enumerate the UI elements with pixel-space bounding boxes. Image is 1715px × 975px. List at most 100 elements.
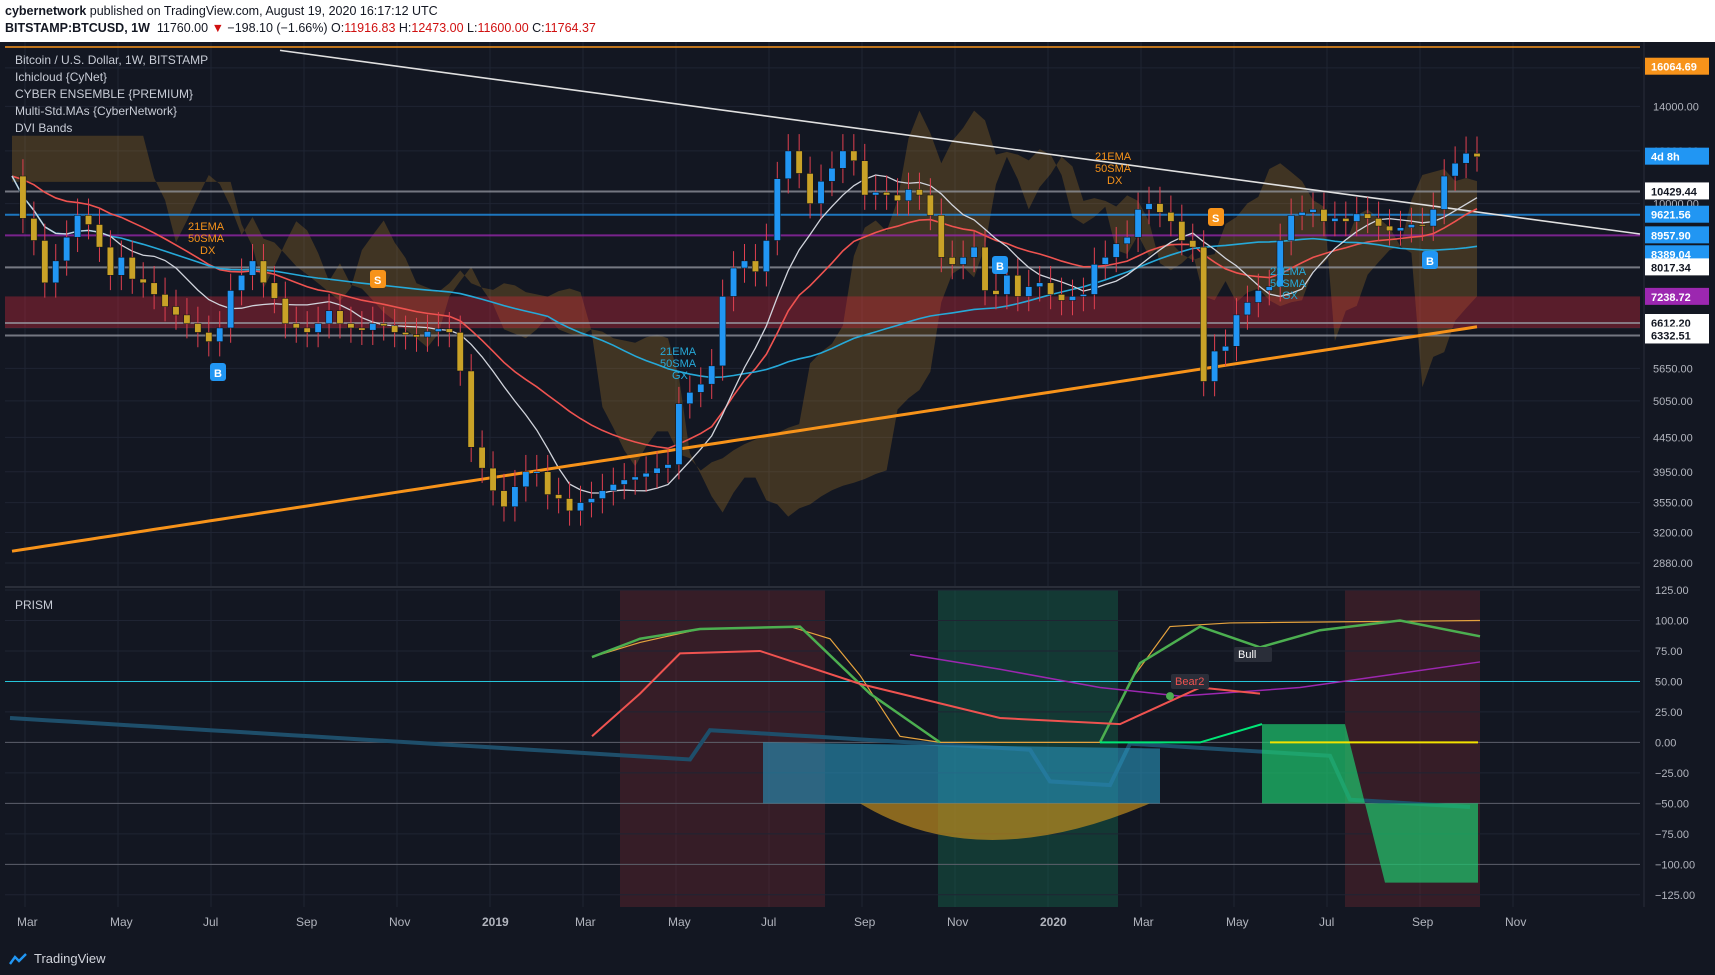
prism-baseline-line <box>9 716 1471 810</box>
candle-body <box>150 282 158 295</box>
price-chart[interactable]: 21EMA50SMADX21EMA50SMAGX21EMA50SMADX21EM… <box>0 42 1715 942</box>
candle-body <box>970 246 978 258</box>
candle-body <box>1178 221 1186 241</box>
ma-cross-label: 50SMA <box>1095 163 1132 175</box>
prism-axis-tick: −50.00 <box>1655 798 1689 810</box>
candle-body <box>1429 209 1437 227</box>
legend-indicator[interactable]: Ichicloud {CyNet} <box>15 70 108 84</box>
candle-body <box>806 173 814 204</box>
legend-indicator[interactable]: Multi-Std.MAs {CyberNetwork} <box>15 104 178 118</box>
prism-axis-tick: −125.00 <box>1655 890 1695 902</box>
price-label-text: 16064.69 <box>1651 62 1697 74</box>
candle-body <box>423 331 431 338</box>
brand-name[interactable]: TradingView <box>34 951 106 966</box>
sma10-line <box>11 174 1478 494</box>
ma-cross-label: DX <box>1107 175 1123 187</box>
time-axis-tick: Jul <box>761 915 776 929</box>
price-label-box <box>1645 226 1709 244</box>
candle-body <box>609 484 617 491</box>
price-label-box <box>1645 57 1709 75</box>
candle-body <box>883 191 891 196</box>
ma200-line <box>11 325 1478 553</box>
ma-cross-label: 50SMA <box>660 358 697 370</box>
candle-body <box>467 370 475 448</box>
candle-body <box>41 240 49 284</box>
candle-body <box>347 323 355 329</box>
candle-body <box>1222 346 1229 352</box>
candle-body <box>1397 227 1404 232</box>
candle-body <box>773 178 781 241</box>
price-label-text: 7238.72 <box>1651 292 1691 304</box>
price-label-box <box>1645 245 1709 263</box>
candle-body <box>587 498 595 503</box>
signal-badge <box>1422 251 1438 269</box>
price-axis-tick: 3200.00 <box>1653 528 1693 540</box>
legend-title[interactable]: Bitcoin / U.S. Dollar, 1W, BITSTAMP <box>15 53 209 67</box>
candle-body <box>522 471 530 488</box>
price-label-text: 8017.34 <box>1651 262 1692 274</box>
candle-body <box>795 150 803 174</box>
candle-body <box>1473 153 1481 158</box>
low-label: L: <box>467 21 478 35</box>
candle-body <box>413 334 420 338</box>
signal-badge <box>1208 208 1224 226</box>
candle-body <box>675 403 683 465</box>
ichimoku-cloud <box>12 110 1477 517</box>
candle-body <box>555 494 563 499</box>
candle-body <box>292 323 300 329</box>
candle-body <box>664 464 672 469</box>
open-label: O: <box>330 21 345 35</box>
prism-pane-title[interactable]: PRISM <box>15 598 54 612</box>
signal-badge <box>992 256 1008 274</box>
candle-body <box>117 257 125 276</box>
signal-badge-label: S <box>374 275 381 287</box>
legend-indicator[interactable]: CYBER ENSEMBLE {PREMIUM} <box>15 87 194 101</box>
candle-body <box>216 327 224 342</box>
candle-body <box>850 150 858 161</box>
candle-body <box>981 246 989 291</box>
candle-body <box>1112 243 1120 258</box>
ma-cross-label: GX <box>1282 290 1299 302</box>
prism-green-area <box>1262 724 1478 883</box>
ma-cross-label: 50SMA <box>188 233 225 245</box>
candle-body <box>948 257 956 265</box>
candle-body <box>839 150 847 169</box>
candle-body <box>1265 286 1273 291</box>
prism-green-line <box>591 625 941 744</box>
ema21-line <box>11 175 1478 450</box>
candle-body <box>139 278 147 284</box>
candle-body <box>314 323 322 333</box>
change-arrow: ▼ <box>211 21 224 35</box>
time-axis-tick: Mar <box>1133 915 1154 929</box>
candle-body <box>172 306 180 316</box>
candle-body <box>96 224 103 248</box>
price-change: −198.10 (−1.66%) <box>227 21 328 35</box>
candle-body <box>52 260 60 284</box>
phase-badge <box>1234 647 1272 662</box>
symbol-label[interactable]: BITSTAMP:BTCUSD, 1W <box>5 21 150 35</box>
candle-body <box>281 298 289 324</box>
candle-body <box>391 325 399 333</box>
time-axis-tick: Jul <box>203 915 218 929</box>
candle-body <box>566 498 574 512</box>
candle-body <box>697 383 705 393</box>
legend-indicator[interactable]: DVI Bands <box>15 121 73 135</box>
price-axis-tick: 5050.00 <box>1653 396 1693 408</box>
price-label-text: 8389.04 <box>1651 249 1692 261</box>
candle-body <box>1025 286 1033 297</box>
price-axis-tick: 3950.00 <box>1653 467 1693 479</box>
ma-cross-label: GX <box>672 370 689 382</box>
signal-badge <box>370 270 386 288</box>
candle-body <box>205 332 213 342</box>
candle-body <box>434 328 442 332</box>
high-label: H: <box>398 21 412 35</box>
candle-body <box>128 257 136 280</box>
price-label-text: 9621.56 <box>1651 210 1691 222</box>
time-axis-tick: 2020 <box>1040 915 1067 929</box>
candle-body <box>926 194 934 216</box>
candle-body <box>227 290 235 329</box>
author-name[interactable]: cybernetwork <box>5 4 87 18</box>
candle-body <box>1036 282 1044 287</box>
candle-body <box>380 323 388 326</box>
candle-body <box>325 310 333 324</box>
